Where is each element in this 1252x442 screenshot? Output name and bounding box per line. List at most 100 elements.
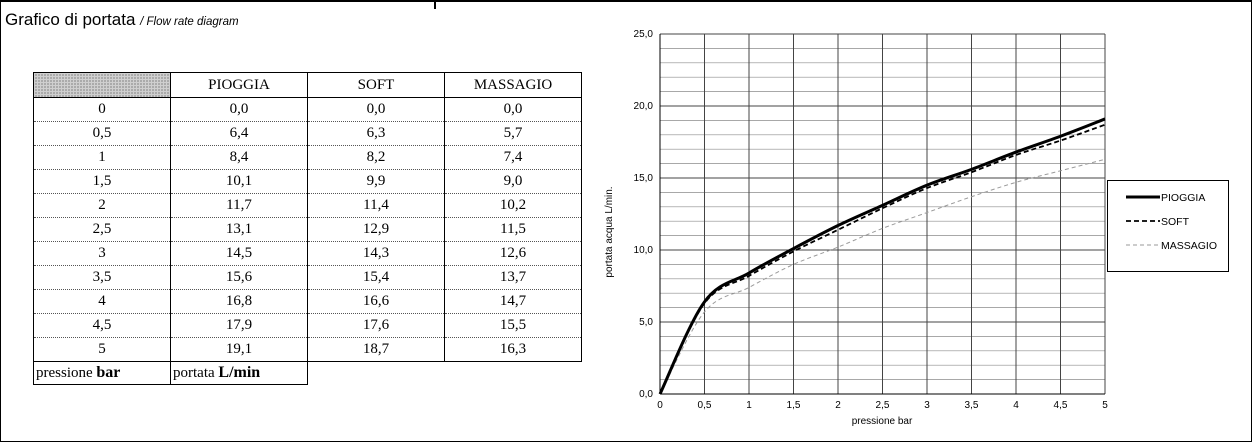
table-row: 4,5 17,9 17,6 15,5 xyxy=(33,313,582,338)
pioggia-cell: 11,7 xyxy=(170,193,308,218)
footer-empty-cell xyxy=(308,362,445,385)
top-divider xyxy=(434,0,436,9)
column-header-massagio: MASSAGIO xyxy=(444,72,582,98)
series-line-soft xyxy=(659,123,1106,395)
pressure-cell: 1,5 xyxy=(33,169,171,194)
legend-label-massagio: MASSAGIO xyxy=(1161,240,1217,252)
legend-label-soft: SOFT xyxy=(1161,216,1190,228)
chart-major-grid xyxy=(660,33,1106,394)
soft-cell: 6,3 xyxy=(307,121,445,146)
x-axis-label: pressione bar xyxy=(852,416,913,427)
soft-cell: 14,3 xyxy=(307,241,445,266)
flow-unit-cell: portata L/min xyxy=(170,361,308,385)
massagio-cell: 16,3 xyxy=(444,337,582,362)
chart-axes xyxy=(659,34,1105,395)
x-tick-label: 0 xyxy=(657,400,663,411)
pressure-unit: bar xyxy=(96,364,121,381)
soft-cell: 0,0 xyxy=(307,97,445,122)
table-row: 3,5 15,6 15,4 13,7 xyxy=(33,265,582,290)
table-row: 1 8,4 8,2 7,4 xyxy=(33,145,582,170)
chart-tick-labels: 0,0 5,0 10,0 15,0 20,0 25,0 0 0,5 1 1,5 2 2,5 3 3,5 4 4… xyxy=(634,29,1109,411)
table-row: 0,5 6,4 6,3 5,7 xyxy=(33,121,582,146)
pressure-cell: 1 xyxy=(33,145,171,170)
table-row: 2,5 13,1 12,9 11,5 xyxy=(33,217,582,242)
massagio-cell: 10,2 xyxy=(444,193,582,218)
pioggia-cell: 14,5 xyxy=(170,241,308,266)
soft-cell: 15,4 xyxy=(307,265,445,290)
massagio-cell: 9,0 xyxy=(444,169,582,194)
pioggia-cell: 17,9 xyxy=(170,313,308,338)
table-row: 4 16,8 16,6 14,7 xyxy=(33,289,582,314)
pressure-cell: 5 xyxy=(33,337,171,362)
massagio-cell: 11,5 xyxy=(444,217,582,242)
pressure-cell: 4,5 xyxy=(33,313,171,338)
y-tick-label: 25,0 xyxy=(634,29,654,40)
pressure-label: pressione xyxy=(36,365,93,381)
title-main: Grafico di portata xyxy=(5,10,136,29)
column-header-soft: SOFT xyxy=(307,72,445,98)
x-tick-label: 4,5 xyxy=(1054,400,1068,411)
table-row: 1,5 10,1 9,9 9,0 xyxy=(33,169,582,194)
pioggia-cell: 8,4 xyxy=(170,145,308,170)
y-tick-label: 5,0 xyxy=(639,317,653,328)
y-axis-label: portata acqua L/min. xyxy=(604,186,615,277)
table-row: 5 19,1 18,7 16,3 xyxy=(33,337,582,362)
soft-cell: 17,6 xyxy=(307,313,445,338)
y-tick-label: 15,0 xyxy=(634,173,654,184)
massagio-cell: 15,5 xyxy=(444,313,582,338)
flow-label: portata xyxy=(173,365,215,381)
soft-cell: 11,4 xyxy=(307,193,445,218)
massagio-cell: 14,7 xyxy=(444,289,582,314)
soft-cell: 12,9 xyxy=(307,217,445,242)
massagio-cell: 7,4 xyxy=(444,145,582,170)
column-header-pioggia: PIOGGIA xyxy=(170,72,308,98)
x-tick-label: 3,5 xyxy=(965,400,979,411)
series-line-pioggia xyxy=(658,117,1106,395)
x-tick-label: 2,5 xyxy=(876,400,890,411)
pioggia-cell: 19,1 xyxy=(170,337,308,362)
soft-cell: 18,7 xyxy=(307,337,445,362)
pressure-unit-cell: pressione bar xyxy=(33,361,171,385)
pioggia-cell: 16,8 xyxy=(170,289,308,314)
table-row: 2 11,7 11,4 10,2 xyxy=(33,193,582,218)
y-tick-label: 20,0 xyxy=(634,101,654,112)
x-tick-label: 0,5 xyxy=(698,400,712,411)
table-corner-cell xyxy=(33,72,171,98)
table-header-row: PIOGGIA SOFT MASSAGIO xyxy=(33,72,582,98)
pioggia-cell: 13,1 xyxy=(170,217,308,242)
x-tick-label: 3 xyxy=(924,400,930,411)
flow-unit: L/min xyxy=(218,364,261,381)
massagio-cell: 12,6 xyxy=(444,241,582,266)
soft-cell: 9,9 xyxy=(307,169,445,194)
y-tick-label: 0,0 xyxy=(639,389,653,400)
massagio-cell: 13,7 xyxy=(444,265,582,290)
pressure-cell: 3 xyxy=(33,241,171,266)
flow-rate-chart: 0,0 5,0 10,0 15,0 20,0 25,0 0 0,5 1 1,5 2 2,5 3 3,5 4 4… xyxy=(604,29,1109,427)
pioggia-cell: 0,0 xyxy=(170,97,308,122)
pressure-cell: 2 xyxy=(33,193,171,218)
soft-cell: 16,6 xyxy=(307,289,445,314)
x-tick-label: 4 xyxy=(1013,400,1019,411)
page-title: Grafico di portata / Flow rate diagram xyxy=(5,10,239,30)
x-tick-label: 5 xyxy=(1102,400,1108,411)
pioggia-cell: 10,1 xyxy=(170,169,308,194)
pressure-cell: 3,5 xyxy=(33,265,171,290)
pressure-cell: 0,5 xyxy=(33,121,171,146)
table-row: 0 0,0 0,0 0,0 xyxy=(33,97,582,122)
pioggia-cell: 6,4 xyxy=(170,121,308,146)
soft-cell: 8,2 xyxy=(307,145,445,170)
pressure-cell: 0 xyxy=(33,97,171,122)
x-tick-label: 2 xyxy=(835,400,841,411)
pressure-cell: 4 xyxy=(33,289,171,314)
table-footer-row: pressione bar portata L/min xyxy=(33,361,582,385)
pressure-cell: 2,5 xyxy=(33,217,171,242)
title-subtitle: / Flow rate diagram xyxy=(140,16,239,28)
massagio-cell: 0,0 xyxy=(444,97,582,122)
series-line-massagio xyxy=(659,158,1106,395)
footer-empty-cell xyxy=(445,362,582,385)
pioggia-cell: 15,6 xyxy=(170,265,308,290)
massagio-cell: 5,7 xyxy=(444,121,582,146)
flow-rate-table: PIOGGIA SOFT MASSAGIO 0 0,0 0,0 0,0 0,5 6,4 6,… xyxy=(33,72,582,385)
table-row: 3 14,5 14,3 12,6 xyxy=(33,241,582,266)
legend-label-pioggia: PIOGGIA xyxy=(1161,192,1205,204)
